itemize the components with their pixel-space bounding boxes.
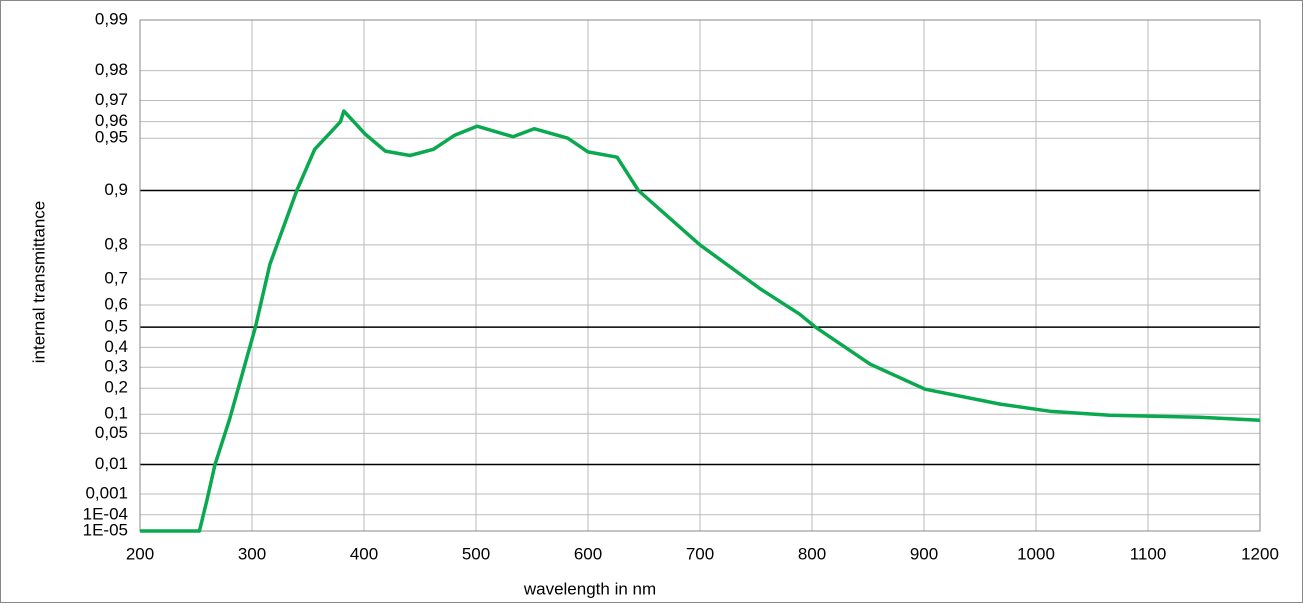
- data-line: [140, 109, 1261, 533]
- x-tick-label: 300: [238, 544, 266, 563]
- x-tick-label: 900: [910, 544, 938, 563]
- y-tick-label: 0,05: [95, 423, 128, 442]
- x-tick-label: 700: [686, 544, 714, 563]
- x-tick-label: 1000: [1017, 544, 1055, 563]
- y-tick-label: 0,98: [95, 60, 128, 79]
- y-tick-label: 1E-05: [83, 520, 128, 539]
- y-tick-label: 0,4: [104, 337, 128, 356]
- y-tick-label: 0,96: [95, 111, 128, 130]
- x-tick-label: 1100: [1130, 544, 1167, 563]
- y-tick-label: 0,3: [104, 357, 128, 376]
- plot-frame: [139, 19, 1261, 532]
- y-tick-label: 0,001: [85, 483, 128, 502]
- y-tick-label: 0,99: [95, 9, 128, 28]
- y-tick-label: 0,8: [104, 234, 128, 253]
- y-axis-label: internal transmittance: [29, 201, 48, 364]
- y-tick-label: 0,6: [104, 294, 128, 313]
- y-tick-label: 1E-04: [83, 504, 128, 523]
- y-tick-label: 0,95: [95, 128, 128, 147]
- y-tick-label: 0,9: [104, 180, 128, 199]
- y-tick-label: 0,2: [104, 378, 128, 397]
- x-tick-label: 1200: [1241, 544, 1279, 563]
- y-tick-label: 0,1: [104, 404, 128, 423]
- y-tick-label: 0,01: [95, 454, 128, 473]
- x-tick-label: 800: [798, 544, 826, 563]
- x-tick-label: 200: [126, 544, 154, 563]
- x-tick-label: 600: [574, 544, 602, 563]
- y-tick-label: 0,7: [104, 268, 128, 287]
- y-tick-label: 0,97: [95, 90, 128, 109]
- x-tick-label: 500: [462, 544, 490, 563]
- x-tick-label: 400: [350, 544, 378, 563]
- x-axis-label: wavelength in nm: [523, 579, 656, 598]
- y-tick-label: 0,5: [104, 317, 128, 336]
